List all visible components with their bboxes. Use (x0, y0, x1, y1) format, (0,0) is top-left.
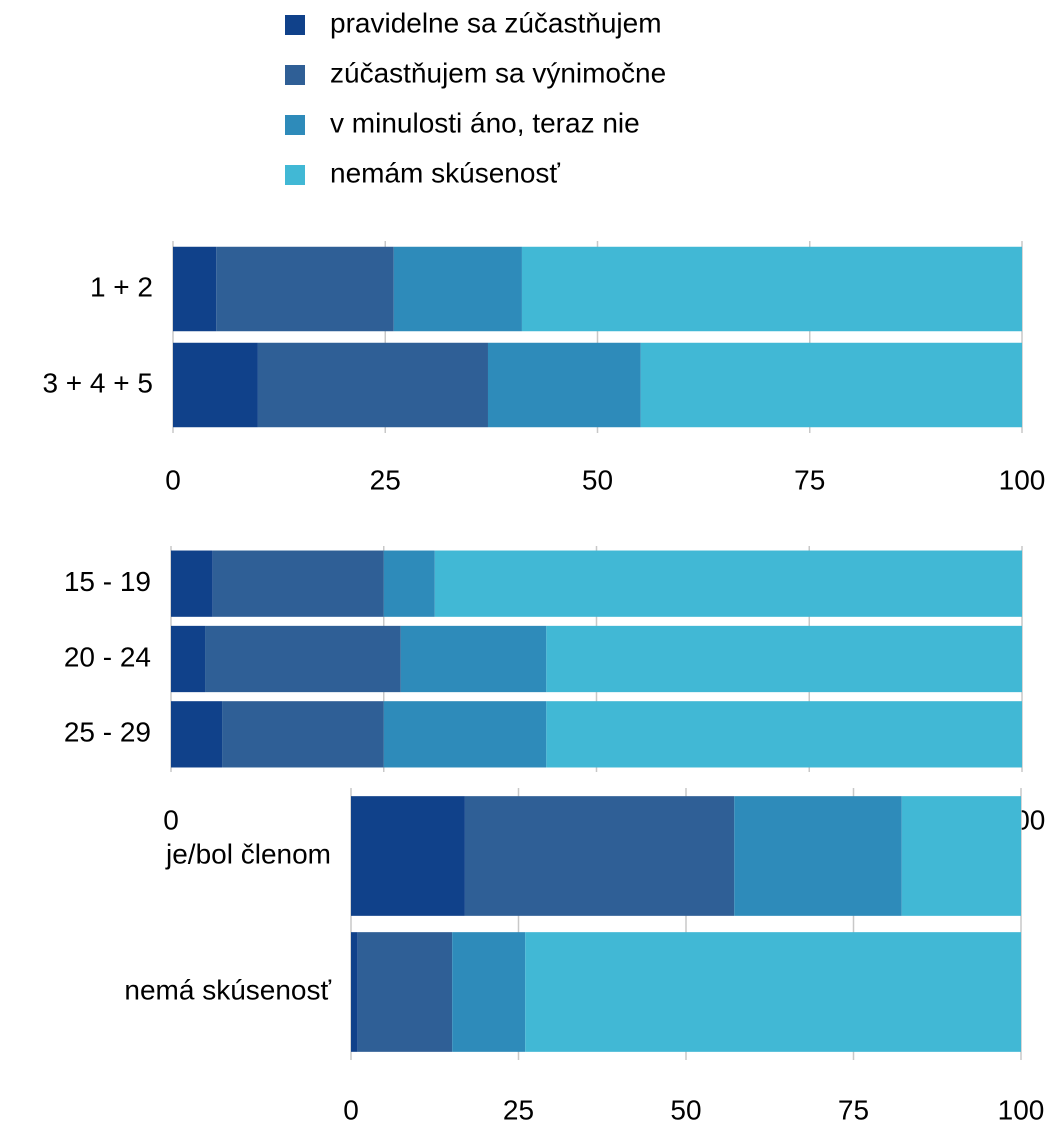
bar-segment (640, 342, 1022, 428)
x-tick-label: 75 (838, 1094, 869, 1125)
bar-segment (521, 246, 1022, 332)
bar-segment (171, 625, 206, 693)
bar-segment (434, 550, 1022, 617)
bar-segment (383, 701, 547, 768)
bar-segment (464, 796, 735, 916)
legend-label: zúčastňujem sa výnimočne (330, 57, 666, 88)
bar-segment (525, 932, 1021, 1052)
x-tick-label: 100 (999, 464, 1046, 495)
y-tick-label: 20 - 24 (64, 641, 151, 672)
bar-segment (173, 246, 217, 332)
legend-label: nemám skúsenosť (330, 157, 560, 188)
legend-swatch (285, 15, 305, 35)
legend-swatch (285, 165, 305, 185)
bar-segment (734, 796, 902, 916)
bar-segment (351, 796, 465, 916)
y-tick-label: 15 - 19 (64, 566, 151, 597)
y-tick-label: 25 - 29 (64, 717, 151, 748)
y-tick-label: je/bol členom (165, 838, 331, 869)
x-tick-label: 0 (165, 464, 181, 495)
x-tick-label: 50 (582, 464, 613, 495)
bar-segment (452, 932, 526, 1052)
bar-segment (487, 342, 641, 428)
legend-label: pravidelne sa zúčastňujem (330, 7, 662, 38)
bar-segment (257, 342, 488, 428)
bar-segment (216, 246, 394, 332)
bar-segment (173, 342, 258, 428)
y-tick-label: 1 + 2 (90, 271, 153, 302)
bar-segment (351, 932, 358, 1052)
bar-segment (383, 550, 435, 617)
y-tick-label: 3 + 4 + 5 (42, 367, 153, 398)
x-tick-label: 0 (343, 1094, 359, 1125)
bar-segment (212, 550, 384, 617)
bar-segment (546, 625, 1022, 693)
bar-segment (171, 550, 213, 617)
x-tick-label: 75 (794, 464, 825, 495)
legend-swatch (285, 115, 305, 135)
x-tick-label: 25 (370, 464, 401, 495)
bar-segment (400, 625, 547, 693)
legend-swatch (285, 65, 305, 85)
bar-segment (357, 932, 453, 1052)
y-tick-label: nemá skúsenosť (124, 974, 331, 1005)
x-tick-label: 50 (670, 1094, 701, 1125)
bar-segment (222, 701, 384, 768)
legend-label: v minulosti áno, teraz nie (330, 107, 640, 138)
x-tick-label: 0 (163, 804, 179, 835)
x-tick-label: 100 (998, 1094, 1045, 1125)
bar-segment (205, 625, 401, 693)
x-tick-label: 25 (503, 1094, 534, 1125)
bar-segment (901, 796, 1021, 916)
bar-segment (546, 701, 1022, 768)
bar-segment (393, 246, 522, 332)
bar-segment (171, 701, 223, 768)
